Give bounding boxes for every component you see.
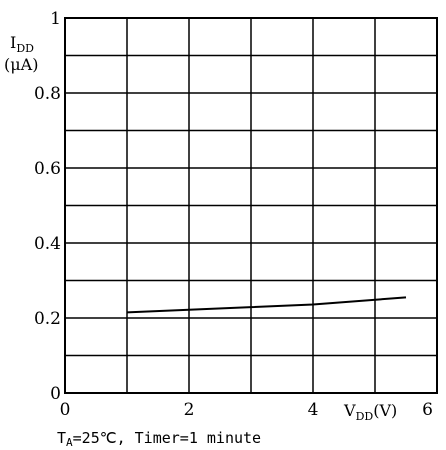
caption-rest: =25℃, Timer=1 minute [73,429,261,447]
y-axis-unit: (μA) [4,55,38,74]
y-tick-label: 0.6 [34,159,61,179]
x-tick-label: 4 [308,400,319,420]
y-tick-label: 0.2 [34,309,61,329]
y-tick-label: 1 [50,9,61,29]
y-tick-label: 0 [50,384,61,404]
x-tick-label: 0 [60,400,71,420]
x-axis-label: VDD(V) [343,401,397,423]
x-axis-label-sub: DD [356,410,374,423]
x-tick-label: 6 [422,400,433,420]
grid [65,18,437,393]
y-axis-label-main: I [10,33,16,52]
y-axis-label-sub: DD [16,42,34,55]
y-axis-label: IDD [10,33,34,55]
plot-frame [64,17,438,394]
x-axis-label-main: V [343,401,356,420]
y-tick-label: 0.8 [34,84,61,104]
caption-main: T [57,429,66,447]
condition-caption: TA=25℃, Timer=1 minute [57,429,261,449]
y-tick-label: 0.4 [34,234,61,254]
series-line [126,296,407,314]
x-tick-label: 2 [184,400,195,420]
y-tick-labels: 0 0.2 0.4 0.6 0.8 1 [34,9,61,404]
caption-sub: A [66,436,73,449]
x-tick-labels: 0 2 4 6 [60,400,433,420]
x-axis-label-unit: (V) [373,401,397,420]
